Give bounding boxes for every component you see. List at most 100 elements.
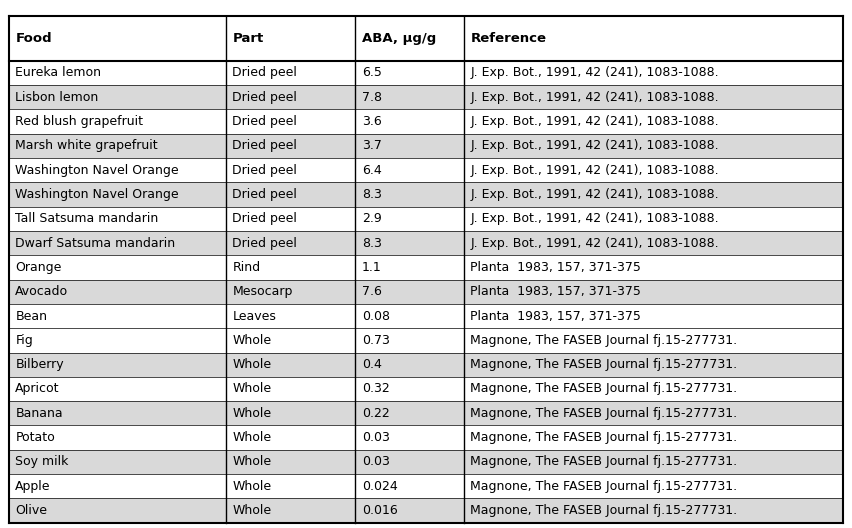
Bar xyxy=(463,134,843,158)
Bar xyxy=(226,206,355,231)
Text: Fig: Fig xyxy=(15,334,33,347)
Text: Dried peel: Dried peel xyxy=(233,139,297,152)
Bar xyxy=(463,498,843,523)
Bar xyxy=(355,426,463,450)
Text: 0.4: 0.4 xyxy=(362,358,382,371)
Bar xyxy=(355,206,463,231)
Text: Whole: Whole xyxy=(233,382,272,395)
Text: Whole: Whole xyxy=(233,431,272,444)
Bar xyxy=(226,85,355,109)
Text: Magnone, The FASEB Journal fj.15-277731.: Magnone, The FASEB Journal fj.15-277731. xyxy=(470,334,738,347)
Text: Soy milk: Soy milk xyxy=(15,456,69,468)
Bar xyxy=(9,255,226,279)
Bar xyxy=(226,328,355,353)
Text: Magnone, The FASEB Journal fj.15-277731.: Magnone, The FASEB Journal fj.15-277731. xyxy=(470,480,738,493)
Text: Dried peel: Dried peel xyxy=(233,164,297,177)
Text: 0.32: 0.32 xyxy=(362,382,389,395)
Text: Tall Satsuma mandarin: Tall Satsuma mandarin xyxy=(15,212,158,225)
Text: Magnone, The FASEB Journal fj.15-277731.: Magnone, The FASEB Journal fj.15-277731. xyxy=(470,358,738,371)
Bar xyxy=(9,109,226,134)
Bar xyxy=(226,109,355,134)
Text: Olive: Olive xyxy=(15,504,48,517)
Text: Washington Navel Orange: Washington Navel Orange xyxy=(15,164,179,177)
Text: 0.03: 0.03 xyxy=(362,431,389,444)
Text: ABA, μg/g: ABA, μg/g xyxy=(362,32,436,45)
Bar xyxy=(355,279,463,304)
Text: Bean: Bean xyxy=(15,309,48,323)
Bar xyxy=(463,231,843,255)
Text: J. Exp. Bot., 1991, 42 (241), 1083-1088.: J. Exp. Bot., 1991, 42 (241), 1083-1088. xyxy=(470,139,719,152)
Bar xyxy=(226,401,355,426)
Text: 7.6: 7.6 xyxy=(362,285,382,298)
Bar xyxy=(9,134,226,158)
Text: Bilberry: Bilberry xyxy=(15,358,64,371)
Text: Rind: Rind xyxy=(233,261,261,274)
Text: Planta  1983, 157, 371-375: Planta 1983, 157, 371-375 xyxy=(470,261,642,274)
Text: 7.8: 7.8 xyxy=(362,91,382,103)
Text: Whole: Whole xyxy=(233,407,272,420)
Text: Magnone, The FASEB Journal fj.15-277731.: Magnone, The FASEB Journal fj.15-277731. xyxy=(470,431,738,444)
Text: 0.73: 0.73 xyxy=(362,334,389,347)
Bar xyxy=(463,426,843,450)
Bar xyxy=(226,474,355,498)
Bar xyxy=(355,231,463,255)
Text: Mesocarp: Mesocarp xyxy=(233,285,293,298)
Text: 8.3: 8.3 xyxy=(362,188,382,201)
Bar xyxy=(463,85,843,109)
Text: Dwarf Satsuma mandarin: Dwarf Satsuma mandarin xyxy=(15,237,176,250)
Bar xyxy=(355,158,463,182)
Text: 6.5: 6.5 xyxy=(362,67,382,79)
Bar xyxy=(355,353,463,377)
Text: 3.6: 3.6 xyxy=(362,115,382,128)
Bar xyxy=(9,85,226,109)
Bar xyxy=(463,377,843,401)
Text: Lisbon lemon: Lisbon lemon xyxy=(15,91,99,103)
Text: 0.08: 0.08 xyxy=(362,309,390,323)
Bar xyxy=(463,353,843,377)
Bar xyxy=(463,255,843,279)
Bar xyxy=(463,206,843,231)
Bar xyxy=(226,353,355,377)
Bar xyxy=(9,304,226,328)
Bar xyxy=(226,377,355,401)
Bar xyxy=(226,61,355,85)
Bar xyxy=(9,231,226,255)
Bar xyxy=(226,426,355,450)
Text: Washington Navel Orange: Washington Navel Orange xyxy=(15,188,179,201)
Bar xyxy=(226,134,355,158)
Bar xyxy=(9,16,226,61)
Bar xyxy=(9,158,226,182)
Bar xyxy=(355,134,463,158)
Text: Apple: Apple xyxy=(15,480,51,493)
Bar xyxy=(9,474,226,498)
Text: Dried peel: Dried peel xyxy=(233,237,297,250)
Bar xyxy=(226,450,355,474)
Bar xyxy=(226,279,355,304)
Text: Magnone, The FASEB Journal fj.15-277731.: Magnone, The FASEB Journal fj.15-277731. xyxy=(470,504,738,517)
Bar xyxy=(463,61,843,85)
Bar xyxy=(355,377,463,401)
Bar xyxy=(355,61,463,85)
Text: Reference: Reference xyxy=(470,32,546,45)
Bar xyxy=(355,401,463,426)
Text: Apricot: Apricot xyxy=(15,382,60,395)
Bar xyxy=(355,255,463,279)
Text: J. Exp. Bot., 1991, 42 (241), 1083-1088.: J. Exp. Bot., 1991, 42 (241), 1083-1088. xyxy=(470,212,719,225)
Bar xyxy=(463,16,843,61)
Text: Food: Food xyxy=(15,32,52,45)
Text: J. Exp. Bot., 1991, 42 (241), 1083-1088.: J. Exp. Bot., 1991, 42 (241), 1083-1088. xyxy=(470,115,719,128)
Text: Planta  1983, 157, 371-375: Planta 1983, 157, 371-375 xyxy=(470,285,642,298)
Text: 0.024: 0.024 xyxy=(362,480,398,493)
Text: 2.9: 2.9 xyxy=(362,212,382,225)
Bar xyxy=(355,16,463,61)
Bar xyxy=(355,328,463,353)
Bar xyxy=(9,377,226,401)
Text: Potato: Potato xyxy=(15,431,55,444)
Text: Whole: Whole xyxy=(233,504,272,517)
Bar xyxy=(463,109,843,134)
Bar xyxy=(9,426,226,450)
Text: Avocado: Avocado xyxy=(15,285,68,298)
Text: J. Exp. Bot., 1991, 42 (241), 1083-1088.: J. Exp. Bot., 1991, 42 (241), 1083-1088. xyxy=(470,188,719,201)
Bar xyxy=(226,16,355,61)
Text: J. Exp. Bot., 1991, 42 (241), 1083-1088.: J. Exp. Bot., 1991, 42 (241), 1083-1088. xyxy=(470,67,719,79)
